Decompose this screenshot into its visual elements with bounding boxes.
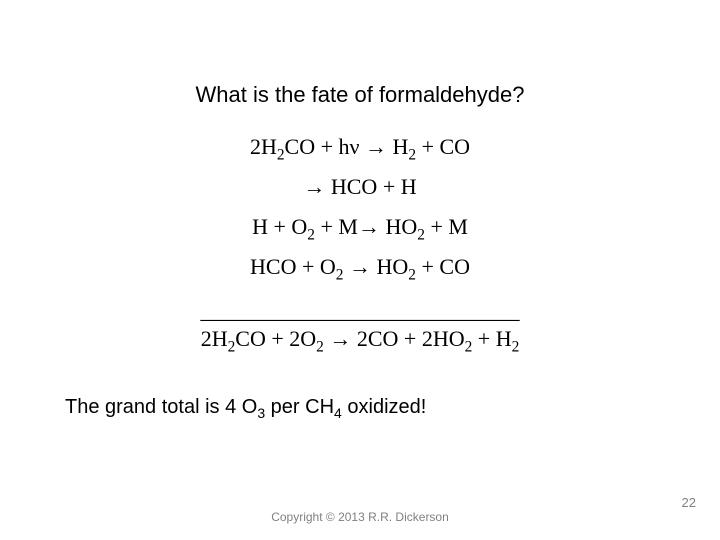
equation-1: 2H2CO + hν → H2 + CO (0, 134, 720, 160)
equation-2: → HCO + H (0, 174, 720, 200)
copyright-text: Copyright © 2013 R.R. Dickerson (0, 510, 720, 524)
equation-block: 2H2CO + hν → H2 + CO → HCO + H H + O2 + … (0, 120, 720, 280)
conclusion-text: The grand total is 4 O3 per CH4 oxidized… (65, 396, 426, 419)
equation-3: H + O2 + M→ HO2 + M (0, 214, 720, 240)
equation-4: HCO + O2 → HO2 + CO (0, 254, 720, 280)
divider-line: _____________________________ (118, 298, 602, 324)
page-number: 22 (682, 495, 696, 510)
net-equation: 2H2CO + 2O2 → 2CO + 2HO2 + H2 (0, 326, 720, 352)
slide: What is the fate of formaldehyde? 2H2CO … (0, 0, 720, 540)
slide-title: What is the fate of formaldehyde? (0, 82, 720, 108)
